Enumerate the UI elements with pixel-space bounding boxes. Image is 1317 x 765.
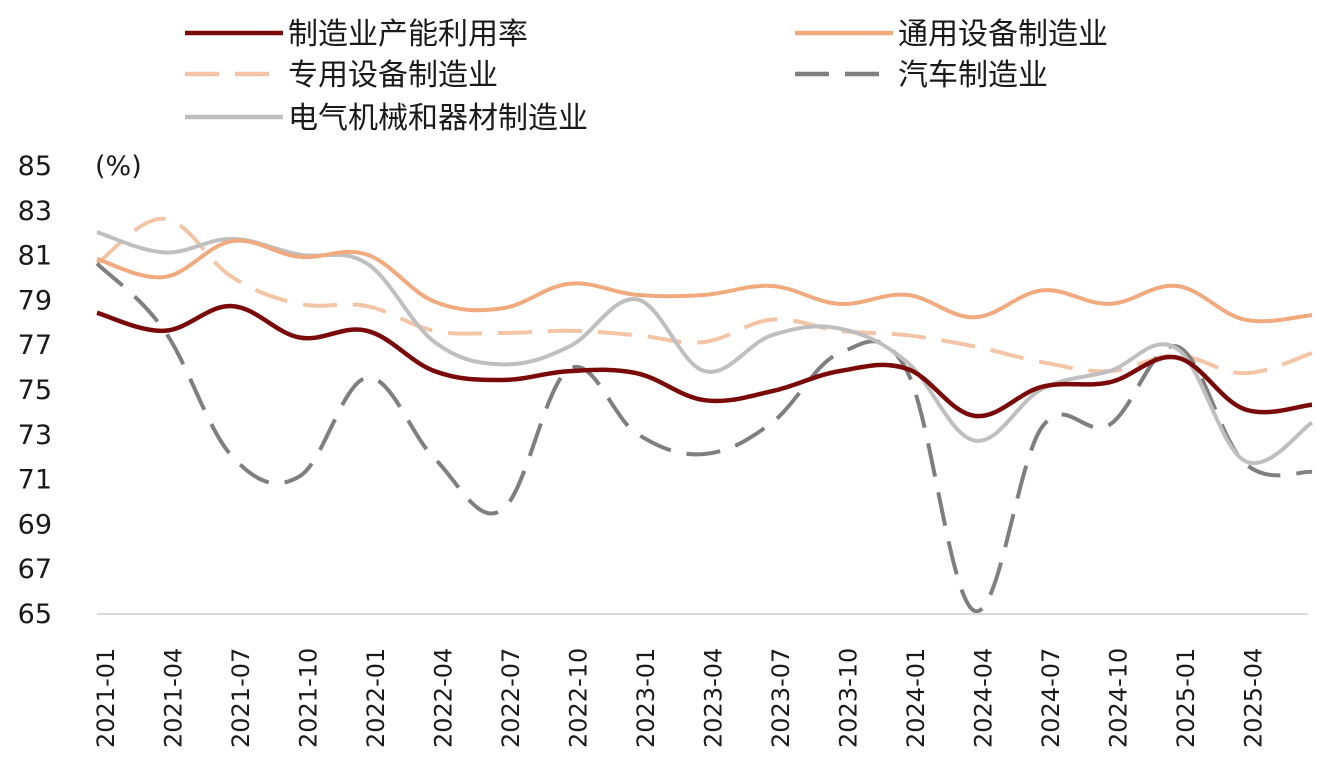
series-line-electrical-machinery [96, 230, 1314, 466]
legend-item: 制造业产能利用率 [185, 17, 528, 52]
x-tick-label: 2022-04 [430, 648, 458, 748]
y-tick-label: 75 [18, 375, 52, 406]
x-tick-label: 2024-01 [902, 648, 930, 748]
x-tick-label: 2024-10 [1105, 648, 1133, 748]
y-tick-label: 65 [18, 599, 52, 630]
legend-label: 专用设备制造业 [288, 58, 498, 93]
series-line-manufacturing-capacity [96, 303, 1313, 419]
y-tick-label: 73 [18, 420, 52, 451]
x-tick-label: 2021-01 [92, 648, 120, 748]
y-axis: 85 83 81 79 77 75 73 71 69 67 65 [18, 151, 52, 630]
series-line-general-equipment [96, 238, 1313, 324]
legend-label: 电气机械和器材制造业 [288, 101, 588, 136]
y-tick-label: 85 [18, 151, 52, 182]
y-tick-label: 81 [18, 241, 52, 272]
x-tick-label: 2022-01 [362, 648, 390, 748]
legend-label: 通用设备制造业 [898, 17, 1108, 52]
legend-label: 制造业产能利用率 [288, 17, 528, 52]
x-tick-label: 2022-07 [497, 648, 525, 748]
legend-item: 通用设备制造业 [795, 17, 1108, 52]
y-tick-label: 79 [18, 285, 52, 316]
x-tick-label: 2024-04 [970, 648, 998, 748]
legend-item: 汽车制造业 [795, 58, 1048, 93]
series-layer [95, 216, 1314, 613]
x-tick-label: 2022-10 [565, 648, 593, 748]
y-tick-label: 67 [18, 554, 52, 585]
x-tick-label: 2021-10 [295, 648, 323, 748]
x-tick-label: 2023-07 [767, 648, 795, 748]
y-axis-unit-label: (%) [95, 151, 142, 182]
legend-item: 电气机械和器材制造业 [185, 101, 588, 136]
y-tick-label: 69 [18, 509, 52, 540]
legend-item: 专用设备制造业 [185, 58, 498, 93]
legend-label: 汽车制造业 [898, 58, 1048, 93]
x-tick-label: 2023-04 [700, 648, 728, 748]
x-tick-label: 2023-10 [835, 648, 863, 748]
y-tick-label: 83 [18, 196, 52, 227]
x-tick-label: 2024-07 [1037, 648, 1065, 748]
y-tick-label: 77 [18, 330, 52, 361]
x-tick-label: 2021-07 [227, 648, 255, 748]
x-tick-label: 2021-04 [160, 648, 188, 748]
series-line-automobile [95, 262, 1313, 613]
y-tick-label: 71 [18, 465, 52, 496]
x-tick-label: 2025-01 [1172, 648, 1200, 748]
x-axis: 2021-01 2021-04 2021-07 2021-10 2022-01 2022-… [92, 648, 1268, 748]
x-tick-label: 2025-04 [1240, 648, 1268, 748]
x-tick-label: 2023-01 [632, 648, 660, 748]
